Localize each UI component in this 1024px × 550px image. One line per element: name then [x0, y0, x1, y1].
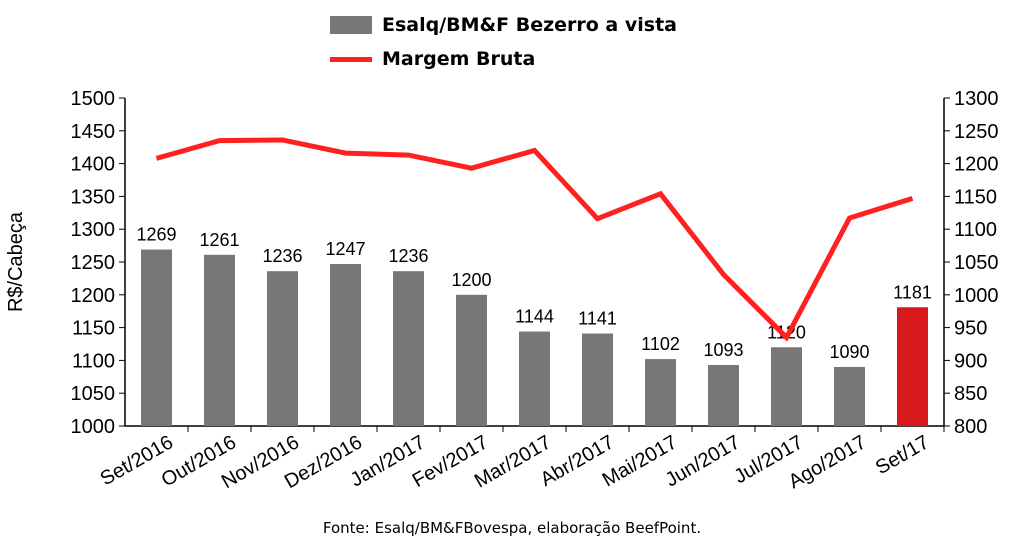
- y-tick-label-right: 1050: [954, 252, 999, 274]
- y-tick-label-right: 1100: [954, 219, 997, 241]
- legend-item-line: Margem Bruta: [330, 42, 750, 76]
- bar-data-label: 1269: [136, 225, 176, 245]
- y-tick-label-right: 1200: [954, 154, 999, 176]
- y-tick-label-right: 1150: [954, 186, 997, 208]
- bar: [834, 366, 865, 426]
- y-tick-label-right: 1250: [954, 121, 999, 143]
- y-tick-label-left: 1300: [71, 219, 116, 241]
- bar: [645, 359, 676, 426]
- y-tick-label-left: 1500: [71, 88, 116, 110]
- bar: [708, 364, 739, 426]
- bar-data-label: 1236: [262, 246, 302, 266]
- bar-data-label: 1200: [451, 270, 491, 290]
- y-tick-label-left: 1250: [71, 252, 116, 274]
- y-tick-label-left: 1050: [71, 383, 116, 405]
- bar: [771, 347, 802, 426]
- bar-data-label: 1141: [578, 309, 617, 329]
- y-tick-label-left: 1400: [71, 154, 116, 176]
- y-tick-label-right: 1300: [954, 88, 999, 110]
- y-tick-label-left: 1450: [71, 121, 116, 143]
- bar: [204, 254, 235, 426]
- y-tick-label-right: 1000: [954, 285, 999, 307]
- bar: [897, 307, 928, 426]
- bar: [267, 271, 298, 426]
- bar: [582, 333, 613, 426]
- y-tick-label-right: 850: [954, 383, 987, 405]
- legend: Esalq/BM&F Bezerro a vista Margem Bruta: [330, 8, 750, 76]
- y-tick-label-right: 950: [954, 318, 987, 340]
- legend-label-line: Margem Bruta: [382, 48, 536, 70]
- bar: [393, 271, 424, 426]
- bar-data-label: 1102: [641, 334, 680, 354]
- bar-data-label: 1247: [325, 239, 365, 259]
- legend-swatch-bar: [330, 16, 372, 34]
- y-tick-label-left: 1200: [71, 285, 116, 307]
- y-tick-label-right: 900: [954, 350, 987, 372]
- bar: [141, 249, 172, 426]
- bar-data-label: 1181: [893, 282, 932, 302]
- bar-data-label: 1093: [703, 340, 743, 360]
- y-tick-label-left: 1000: [71, 416, 116, 438]
- legend-item-bar: Esalq/BM&F Bezerro a vista: [330, 8, 750, 42]
- bar: [456, 294, 487, 426]
- y-tick-label-right: 800: [954, 416, 987, 438]
- bar-data-label: 1261: [199, 230, 239, 250]
- bar-data-label: 1090: [829, 342, 869, 362]
- bar: [330, 263, 361, 426]
- legend-swatch-line: [330, 56, 372, 62]
- y-tick-label-left: 1150: [72, 318, 115, 340]
- legend-label-bar: Esalq/BM&F Bezerro a vista: [382, 14, 677, 36]
- source-note: Fonte: Esalq/BM&FBovespa, elaboração Bee…: [322, 519, 702, 537]
- bar-data-label: 1144: [515, 307, 554, 327]
- y-tick-label-left: 1100: [72, 350, 115, 372]
- bar: [519, 331, 550, 426]
- bar-data-label: 1236: [388, 246, 428, 266]
- y-axis-label: R$/Cabeça: [5, 211, 27, 312]
- y-tick-label-left: 1350: [71, 186, 116, 208]
- x-tick-label: Set/17: [872, 431, 933, 479]
